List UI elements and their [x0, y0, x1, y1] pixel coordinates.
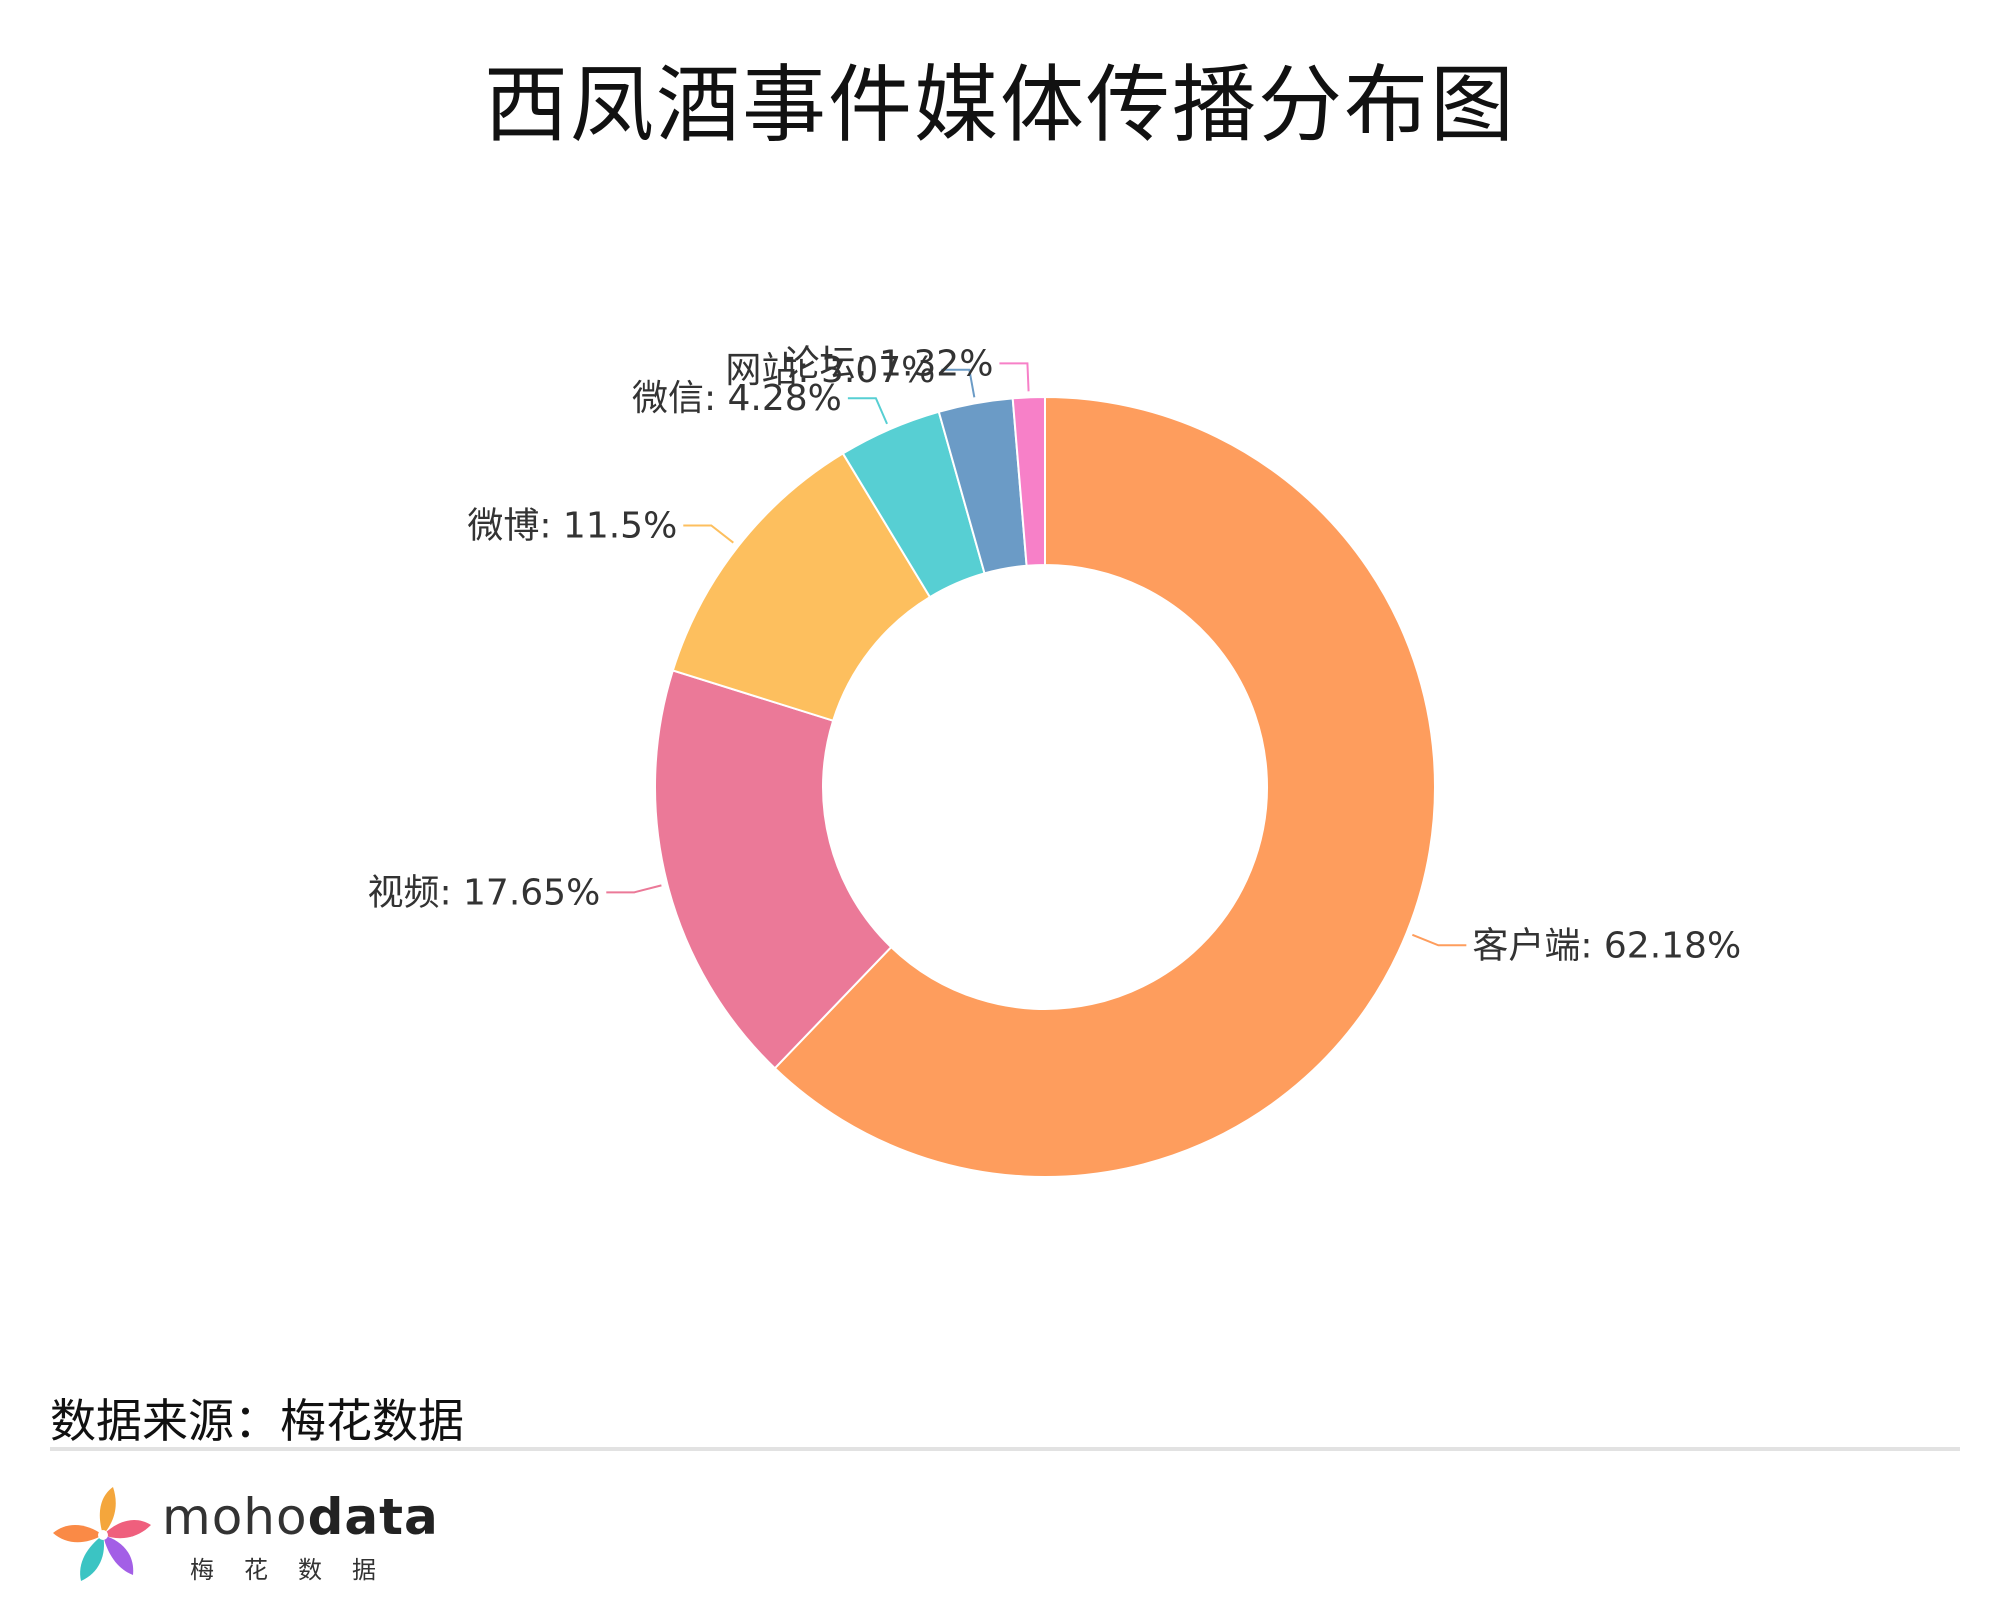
leader-line-网站 — [941, 368, 976, 398]
leader-line-微信 — [847, 397, 888, 425]
slice-label-论坛: 论坛: 1.32% — [783, 343, 993, 384]
brand-light: moho — [162, 1488, 308, 1546]
slice-label-客户端: 客户端: 62.18% — [1472, 925, 1741, 966]
slice-label-网站: 网站: 3.07% — [725, 350, 935, 391]
data-source-note: 数据来源：梅花数据 — [50, 1394, 464, 1448]
slice-label-微博: 微博: 11.5% — [467, 505, 677, 546]
slice-客户端 — [773, 395, 1436, 1178]
slice-论坛 — [1011, 395, 1046, 567]
donut-slices — [654, 395, 1436, 1178]
mohodata-logo-icon — [53, 1487, 151, 1581]
leader-line-微博 — [683, 524, 734, 544]
leader-lines — [606, 362, 1467, 947]
leader-line-论坛 — [999, 362, 1030, 392]
chart-title: 西凤酒事件媒体传播分布图 — [483, 56, 1516, 154]
slice-label-视频: 视频: 17.65% — [367, 872, 600, 913]
brand-wordmark: mohodata — [162, 1488, 439, 1546]
brand-bold: data — [307, 1488, 439, 1546]
footer-divider — [50, 1447, 1960, 1451]
leader-line-视频 — [606, 884, 662, 894]
slice-视频 — [654, 669, 893, 1070]
brand-subtitle: 梅花数据 — [190, 1556, 406, 1584]
leader-line-客户端 — [1411, 933, 1467, 947]
slice-labels: 客户端: 62.18% 视频: 17.65% 微博: 11.5% 微信: 4.28%网… — [367, 343, 1741, 966]
slice-label-微信: 微信: 4.28% — [632, 378, 842, 419]
slice-微博 — [671, 452, 932, 722]
